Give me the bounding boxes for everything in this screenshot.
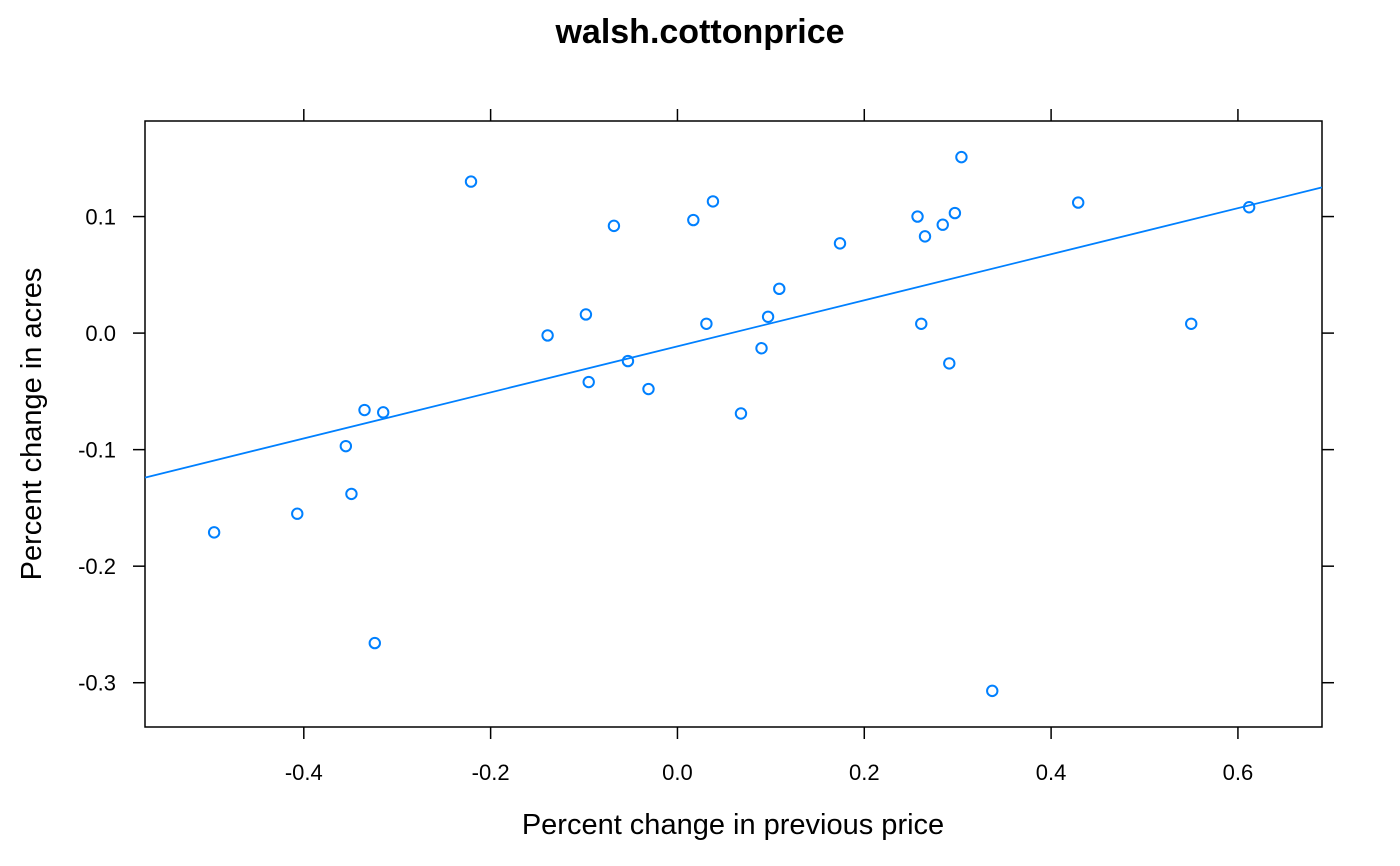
x-tick-label: 0.4 [1036, 760, 1067, 785]
data-point [915, 317, 928, 330]
data-point [621, 354, 635, 368]
x-axis-title: Percent change in previous price [522, 809, 944, 841]
y-axis-title: Percent change in acres [16, 268, 48, 581]
data-point [833, 237, 847, 250]
x-tick-label: 0.2 [849, 760, 880, 785]
data-point [345, 487, 358, 501]
data-point [1071, 196, 1085, 209]
data-point [955, 150, 968, 164]
data-point [755, 342, 768, 355]
x-tick-label: -0.2 [472, 760, 510, 785]
data-point [943, 357, 956, 370]
y-tick-label: -0.3 [78, 671, 116, 696]
data-point [734, 407, 748, 420]
data-point [687, 213, 700, 227]
y-tick-label: 0.0 [85, 321, 116, 346]
x-tick-label: 0.6 [1223, 760, 1254, 785]
data-point [464, 175, 478, 188]
x-tick-label: 0.0 [662, 760, 693, 785]
data-point [918, 230, 932, 243]
x-tick-label: -0.4 [285, 760, 323, 785]
data-point [642, 382, 655, 396]
data-point [773, 282, 786, 296]
regression-line [144, 186, 1323, 479]
data-point [1185, 317, 1198, 330]
data-point [1242, 201, 1256, 214]
data-point [207, 526, 221, 539]
plot-area: -0.4 -0.2 0.0 0.2 0.4 0.6 -0.3 -0.2 -0.1 0.0 0.1 [78, 109, 1334, 785]
data-point [377, 406, 390, 419]
data-point [582, 375, 595, 389]
data-point [948, 206, 962, 220]
y-tick-label: -0.1 [78, 438, 116, 463]
data-point [358, 403, 371, 417]
data-point [291, 507, 304, 520]
plot-frame [144, 120, 1323, 728]
data-point [607, 219, 621, 233]
data-point [706, 195, 720, 208]
chart-title: walsh.cottonprice [554, 13, 844, 51]
data-point [936, 218, 949, 231]
data-point [579, 308, 593, 321]
data-point [368, 636, 381, 650]
data-point [986, 684, 999, 698]
data-point [911, 210, 924, 223]
data-point [339, 439, 353, 453]
data-point [541, 329, 554, 342]
data-point [761, 310, 775, 323]
y-tick-label: -0.2 [78, 554, 116, 579]
data-point [700, 317, 713, 330]
y-tick-label: 0.1 [85, 205, 116, 230]
